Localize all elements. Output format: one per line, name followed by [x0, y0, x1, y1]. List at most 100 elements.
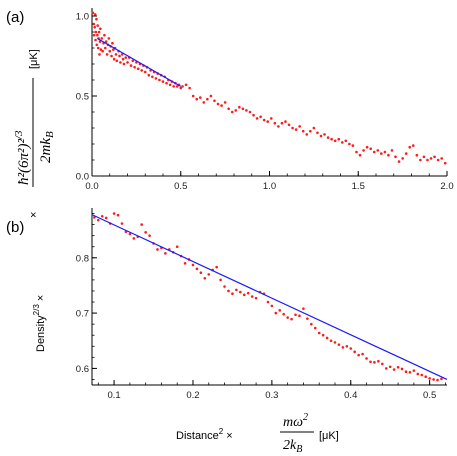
data-point — [133, 65, 136, 69]
data-point — [278, 309, 282, 312]
data-point — [206, 97, 209, 101]
data-point — [294, 313, 297, 317]
panel-a: (a) 0.0 0.5 1.0 1.5 2.0 0.0 0.5 1.0 ħ²(6π²)²/3… — [6, 8, 454, 218]
data-point — [91, 11, 95, 15]
data-point — [96, 24, 99, 27]
data-point — [412, 369, 416, 372]
data-point — [104, 216, 108, 220]
data-point — [348, 142, 351, 146]
panel-a-formula-denominator: 2mkB — [38, 131, 56, 163]
data-point — [337, 343, 341, 346]
data-point — [404, 370, 408, 374]
x-tick-label: 0.4 — [344, 390, 357, 401]
data-point — [120, 222, 124, 225]
data-point — [280, 121, 284, 125]
x-tick-label: 1.5 — [352, 181, 365, 192]
x-tick-label: 0.1 — [107, 390, 120, 401]
data-point — [124, 56, 128, 59]
data-point — [179, 86, 183, 90]
data-point — [103, 33, 106, 37]
data-point — [341, 346, 345, 349]
data-point — [104, 46, 107, 50]
data-point — [195, 267, 199, 271]
data-point — [284, 120, 287, 123]
data-point — [191, 263, 195, 267]
data-point — [325, 336, 329, 340]
data-point — [309, 129, 312, 133]
data-point — [108, 49, 112, 53]
data-point — [273, 121, 277, 125]
data-point — [93, 13, 97, 16]
data-point — [376, 149, 380, 152]
data-point — [175, 245, 179, 249]
panel-a-axes — [91, 8, 447, 177]
data-point — [349, 347, 353, 350]
x-tick-label: 0.5 — [174, 181, 187, 192]
data-point — [147, 73, 151, 77]
data-point — [121, 57, 125, 61]
data-point — [321, 333, 325, 337]
panel-a-fit-line — [97, 37, 182, 87]
data-point — [365, 145, 369, 149]
data-point — [369, 360, 372, 364]
data-point — [377, 359, 380, 363]
data-point — [181, 85, 184, 88]
data-point — [143, 70, 147, 74]
y-tick-label: 1.0 — [76, 12, 89, 23]
data-point — [254, 296, 258, 300]
y-tick-label: 0.7 — [76, 309, 89, 320]
data-point — [426, 158, 429, 162]
data-point — [436, 158, 440, 162]
data-point — [100, 214, 104, 218]
panel-b-label: (b) — [6, 219, 24, 236]
data-point — [105, 53, 109, 56]
panel-b-x-ticks: 0.1 0.2 0.3 0.4 0.5 — [97, 380, 446, 401]
y-tick-label: 0.6 — [76, 364, 89, 375]
data-point — [361, 352, 364, 356]
data-point — [131, 59, 135, 63]
data-point — [198, 96, 202, 99]
data-point — [416, 372, 420, 376]
data-point — [184, 83, 188, 87]
data-point — [100, 37, 104, 40]
data-point — [408, 145, 412, 149]
data-point — [92, 33, 96, 37]
data-point — [433, 155, 436, 159]
fit-line — [91, 214, 448, 381]
data-point — [191, 94, 195, 98]
data-point — [175, 85, 179, 88]
data-point — [245, 109, 248, 112]
data-point — [227, 289, 230, 293]
data-point — [323, 133, 326, 136]
data-point — [112, 57, 116, 61]
data-point — [277, 125, 280, 128]
data-point — [140, 69, 143, 72]
data-point — [415, 153, 419, 157]
data-point — [116, 213, 120, 217]
data-point — [365, 357, 368, 360]
data-point — [202, 101, 206, 104]
data-point — [172, 85, 175, 88]
data-point — [330, 137, 333, 141]
data-point — [270, 304, 274, 308]
data-point — [223, 285, 226, 288]
panel-b-x-formula-numerator: mω2 — [283, 412, 308, 430]
data-point — [333, 341, 337, 344]
x-tick-label: 2.0 — [440, 181, 453, 192]
data-point — [333, 139, 337, 143]
data-point — [362, 149, 365, 152]
data-point — [96, 46, 100, 50]
panel-b-data-points — [93, 212, 443, 382]
data-point — [248, 110, 252, 114]
data-point — [93, 25, 96, 29]
data-point — [408, 370, 412, 374]
panel-a-y-unit: [μK] — [28, 49, 40, 69]
data-point — [234, 109, 238, 112]
data-point — [115, 59, 119, 63]
x-tick-label: 0.5 — [423, 390, 436, 401]
data-point — [161, 80, 165, 83]
data-point — [255, 117, 259, 120]
data-point — [390, 149, 394, 152]
panel-b-x-unit: [μK] — [319, 430, 339, 442]
data-point — [250, 295, 254, 298]
